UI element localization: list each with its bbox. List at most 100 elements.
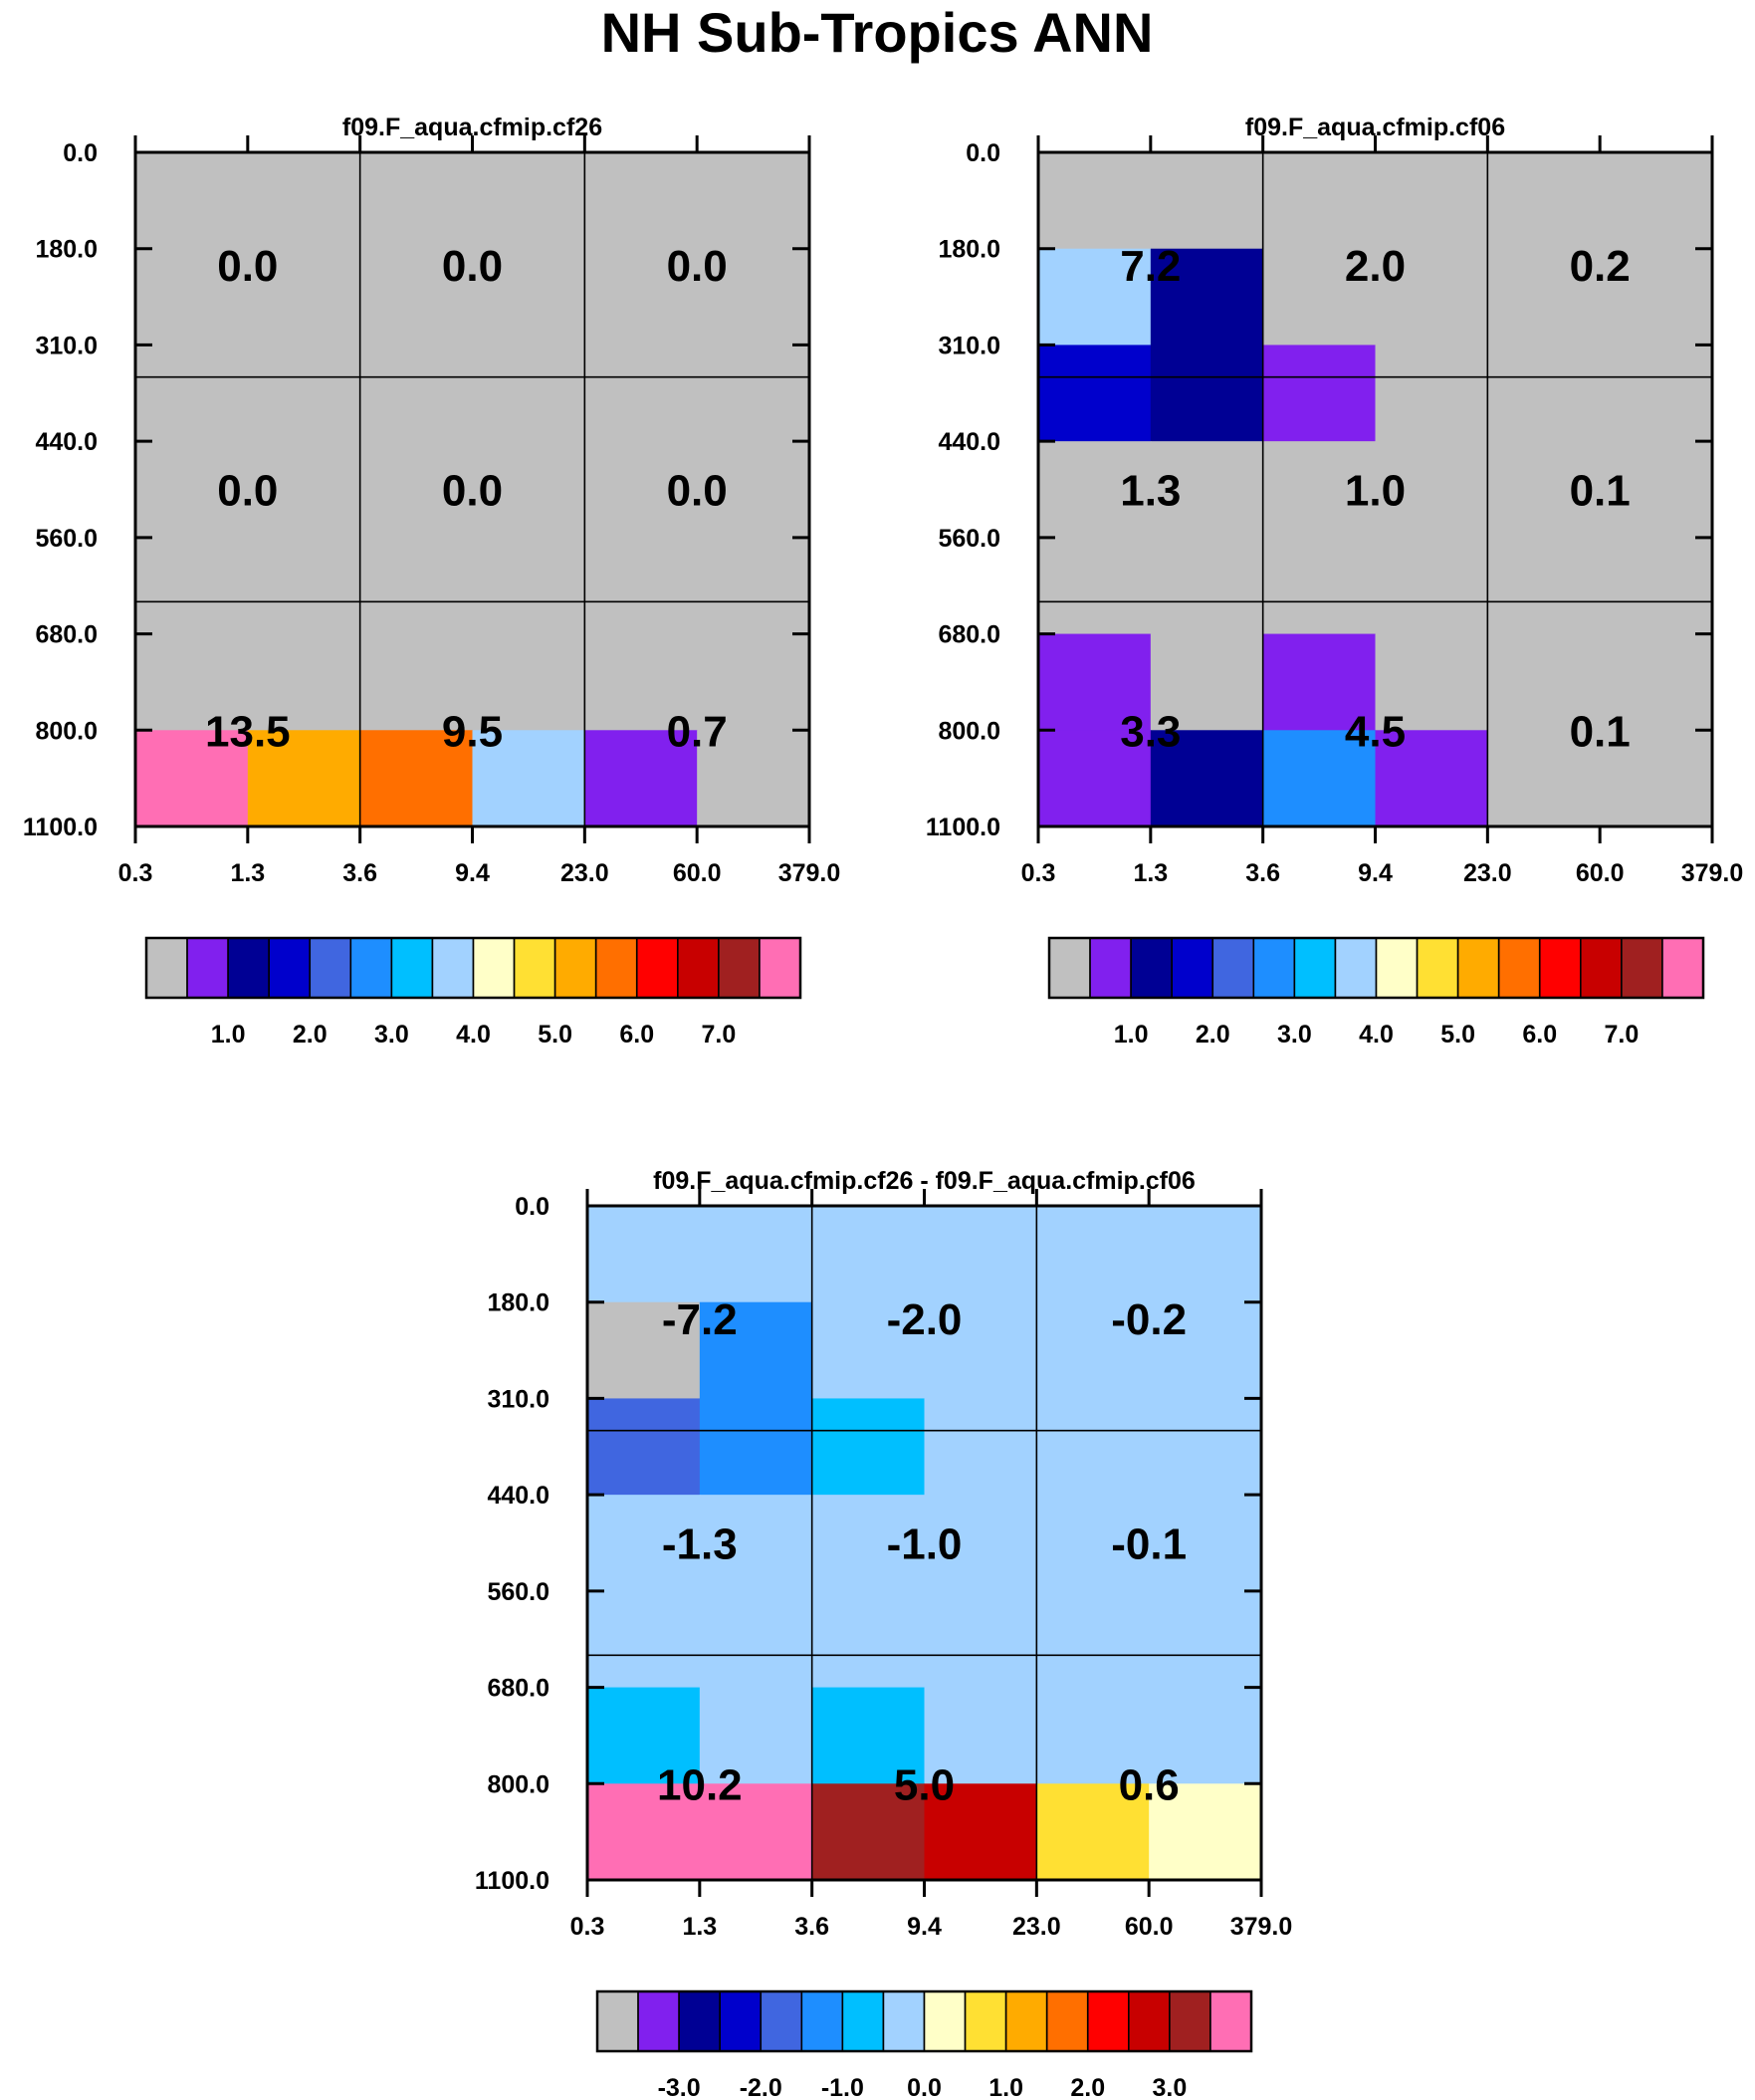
heatmap-cell	[1262, 152, 1377, 250]
box-value-label: 10.2	[657, 1760, 743, 1809]
x-tick-label: 379.0	[1681, 859, 1744, 887]
colorbar-swatch	[553, 937, 597, 999]
box-value-label: -0.2	[1111, 1295, 1187, 1344]
heatmap-cell	[1600, 441, 1713, 539]
colorbar-label: 3.0	[1277, 1021, 1312, 1049]
y-tick-label: 680.0	[35, 621, 98, 649]
box-value-label: 2.0	[1345, 242, 1406, 291]
colorbar-swatch	[431, 937, 475, 999]
heatmap-cell	[1600, 633, 1713, 731]
heatmap-cell	[472, 441, 585, 539]
y-tick-label: 680.0	[938, 621, 1000, 649]
colorbar-swatch	[390, 937, 434, 999]
heatmap-cell	[472, 152, 585, 250]
heatmap-cell	[1487, 441, 1601, 539]
colorbar-swatch	[1497, 937, 1541, 999]
colorbar-frame	[1047, 936, 1705, 1000]
heatmap-cell	[1036, 1301, 1150, 1400]
heatmap-cell	[359, 248, 474, 347]
x-tick-label: 1.3	[1133, 859, 1168, 887]
heatmap-cell	[247, 537, 361, 635]
colorbar-label: -1.0	[821, 2074, 864, 2100]
heatmap-cell	[924, 1206, 1037, 1303]
colorbar-swatch	[513, 937, 556, 999]
box-value-label: -2.0	[887, 1295, 963, 1344]
heatmap-cell	[1149, 1495, 1262, 1592]
colorbar-swatch	[1089, 937, 1132, 999]
x-tick-label: 9.4	[907, 1913, 942, 1941]
box-value-label: 0.0	[217, 467, 278, 516]
colorbar-label: 5.0	[538, 1021, 572, 1049]
colorbar-swatch	[227, 937, 270, 999]
colorbar-frame	[144, 936, 802, 1000]
colorbar-swatch	[186, 937, 229, 999]
colorbar-label: 3.0	[1152, 2074, 1187, 2100]
heatmap-cell	[697, 633, 810, 731]
colorbar-swatch	[1375, 937, 1419, 999]
y-tick-label: 440.0	[938, 428, 1000, 456]
colorbar-label: 2.0	[1196, 1021, 1230, 1049]
heatmap-cell	[359, 441, 474, 539]
heatmap-cell	[1375, 441, 1488, 539]
heatmap-cell	[472, 730, 585, 827]
box-value-label: 4.5	[1345, 707, 1406, 756]
heatmap-cell	[1375, 633, 1488, 731]
colorbar-label: 6.0	[1522, 1021, 1557, 1049]
colorbar-swatch	[882, 1990, 926, 2052]
heatmap-cell	[1036, 1206, 1150, 1303]
heatmap-cell	[699, 1301, 813, 1400]
colorbar-swatch	[1252, 937, 1296, 999]
heatmap-cell	[135, 441, 249, 539]
colorbar-swatch	[637, 1990, 680, 2052]
heatmap-cell	[135, 152, 249, 250]
heatmap-cell	[924, 1590, 1037, 1689]
y-tick-label: 310.0	[35, 332, 98, 359]
heatmap-cell	[924, 1301, 1037, 1400]
heatmap-cell	[1487, 248, 1601, 347]
heatmap-cell	[1262, 441, 1377, 539]
x-tick-label: 23.0	[1463, 859, 1512, 887]
colorbar-label: 0.0	[907, 2074, 942, 2100]
x-tick-label: 60.0	[673, 859, 722, 887]
colorbar-swatch	[923, 1990, 967, 2052]
heatmap-cell	[699, 1495, 813, 1592]
heatmap-cell	[1038, 730, 1152, 827]
heatmap-cell	[697, 441, 810, 539]
heatmap-cell	[1038, 633, 1152, 731]
heatmap-cell	[811, 1590, 926, 1689]
heatmap-cell	[584, 633, 698, 731]
heatmap-cell	[587, 1206, 701, 1303]
heatmap-cell	[1149, 1783, 1262, 1881]
box-value-label: 0.2	[1570, 242, 1631, 291]
heatmap-cell	[1262, 537, 1377, 635]
colorbar-swatch	[1086, 1990, 1130, 2052]
y-tick-label: 800.0	[35, 717, 98, 745]
heatmap-cell	[1036, 1687, 1150, 1784]
heatmap-cell	[1150, 730, 1264, 827]
heatmap-cell	[587, 1495, 701, 1592]
y-tick-label: 800.0	[938, 717, 1000, 745]
colorbar-label: 1.0	[988, 2074, 1023, 2100]
box-value-label: 3.3	[1120, 707, 1181, 756]
heatmap-cell	[924, 1687, 1037, 1784]
heatmap-cell	[247, 633, 361, 731]
heatmap-cell	[135, 537, 249, 635]
y-tick-label: 560.0	[938, 525, 1000, 553]
heatmap-cell	[1262, 730, 1377, 827]
heatmap-cell	[247, 345, 361, 442]
heatmap-cell	[1600, 537, 1713, 635]
heatmap-cell	[472, 345, 585, 442]
x-tick-label: 3.6	[794, 1913, 829, 1941]
heatmap-cell	[1150, 248, 1264, 347]
box-value-label: 9.5	[442, 707, 503, 756]
heatmap-cell	[1038, 537, 1152, 635]
colorbar-swatch	[1661, 937, 1704, 999]
heatmap-cell	[811, 1206, 926, 1303]
heatmap-cell	[135, 345, 249, 442]
colorbar-swatch	[1580, 937, 1623, 999]
heatmap-cell	[359, 152, 474, 250]
x-tick-label: 1.3	[682, 1913, 717, 1941]
heatmap-cell	[811, 1495, 926, 1592]
x-tick-label: 0.3	[1021, 859, 1056, 887]
